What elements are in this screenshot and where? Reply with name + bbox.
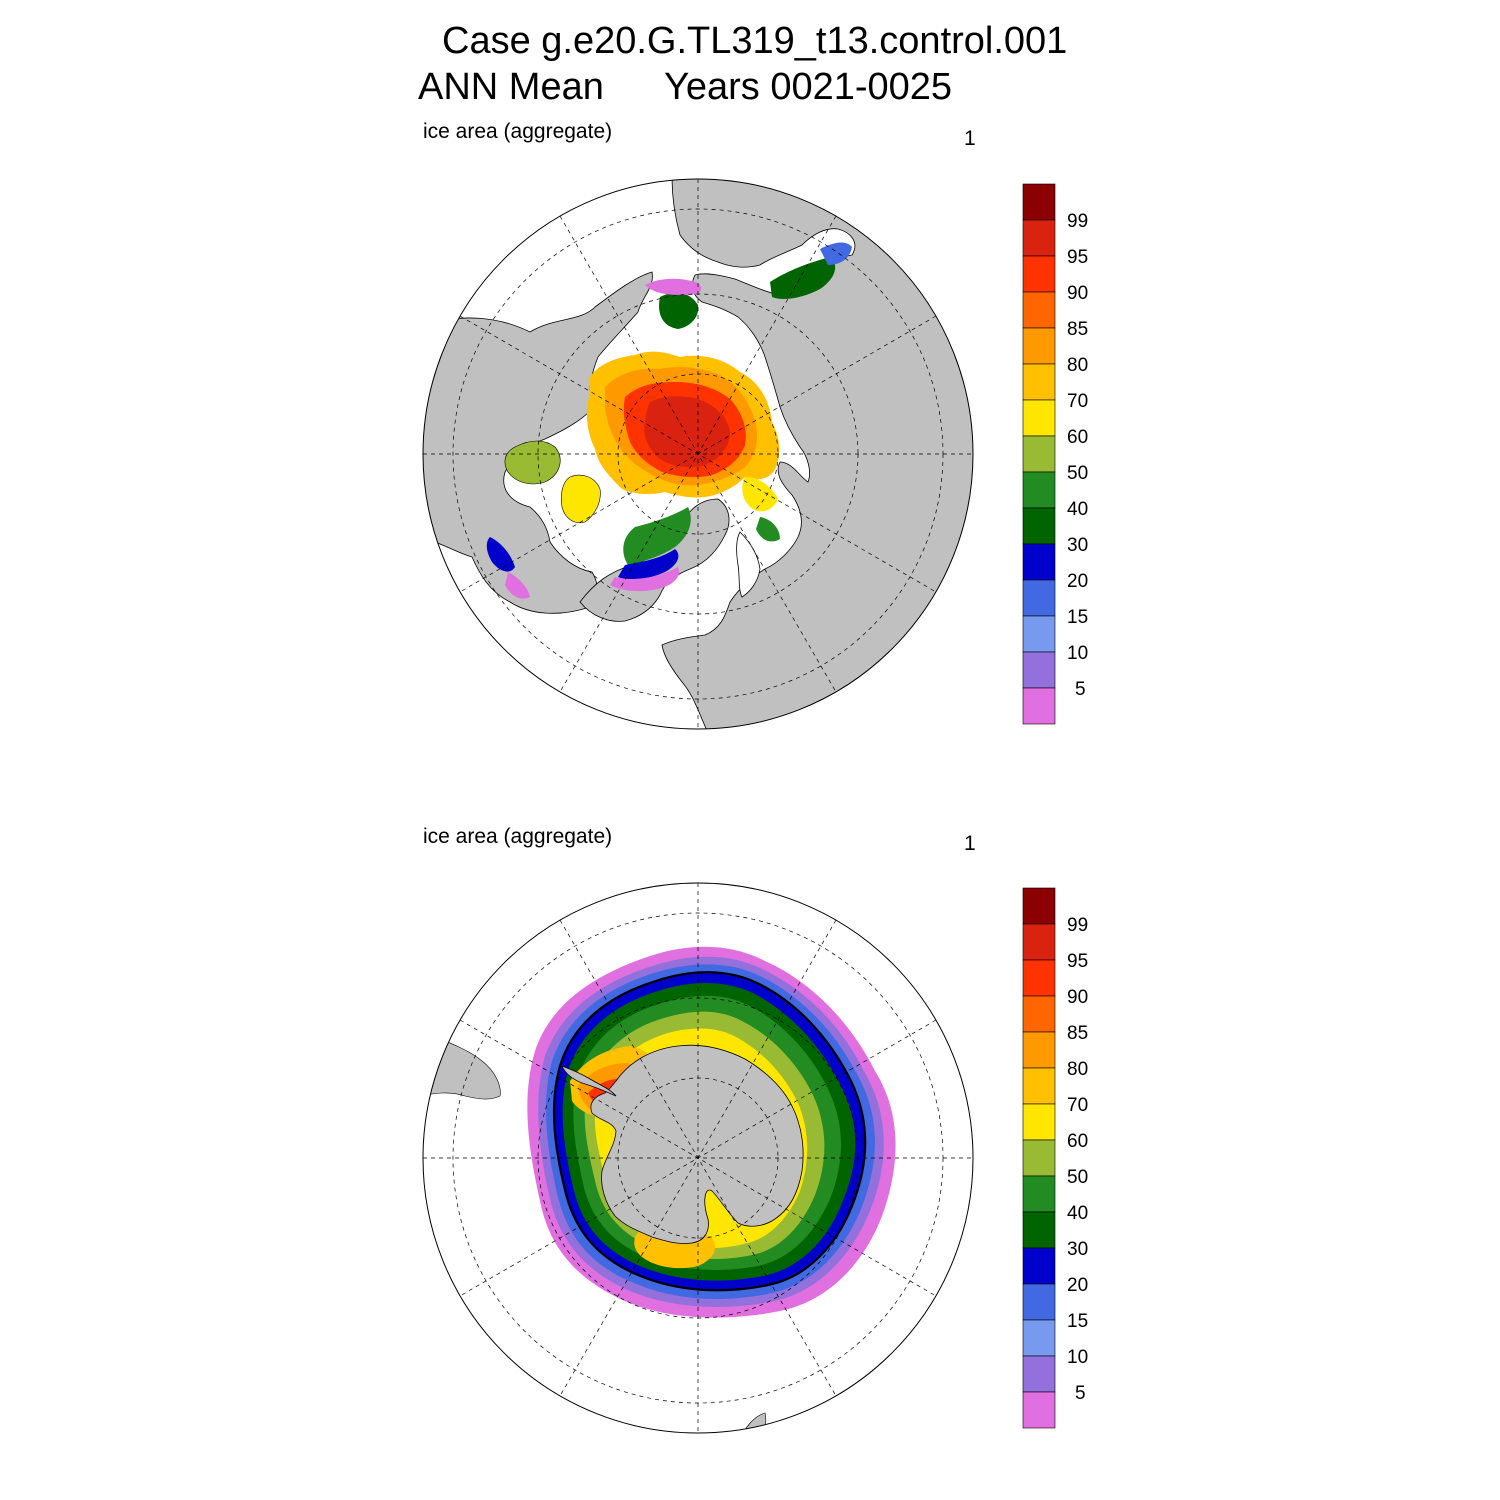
sh-colorbar-swatch xyxy=(1022,1247,1056,1285)
sh-colorbar-swatches xyxy=(1022,887,1056,1429)
years-title: Years 0021-0025 xyxy=(664,66,953,108)
sh-colorbar-swatch xyxy=(1022,1319,1056,1357)
sh-colorbar-labels: 99 95 90 85 80 70 60 50 40 30 20 15 10 5 xyxy=(1067,915,1088,1404)
sh-colorbar-label: 80 xyxy=(1067,1059,1088,1080)
nh-colorbar-swatch xyxy=(1022,291,1056,329)
sh-antarctica xyxy=(590,1044,804,1244)
nh-colorbar-swatches xyxy=(1022,183,1056,725)
nh-colorbar-label: 95 xyxy=(1067,247,1088,268)
sh-colorbar-swatch xyxy=(1022,1355,1056,1393)
sh-colorbar-label: 40 xyxy=(1067,1203,1088,1224)
sh-colorbar-swatch xyxy=(1022,1211,1056,1249)
nh-colorbar-swatch xyxy=(1022,651,1056,689)
sh-colorbar-swatch xyxy=(1022,1067,1056,1105)
nh-colorbar-swatch xyxy=(1022,183,1056,221)
nh-colorbar-label: 50 xyxy=(1067,463,1088,484)
sh-colorbar-swatch xyxy=(1022,1031,1056,1069)
sh-polar-map xyxy=(422,882,974,1434)
nh-colorbar-swatch xyxy=(1022,579,1056,617)
nh-colorbar-swatch xyxy=(1022,363,1056,401)
nh-colorbar-label: 10 xyxy=(1067,643,1088,664)
nh-colorbar-label: 80 xyxy=(1067,355,1088,376)
nh-colorbar-label: 15 xyxy=(1067,607,1088,628)
sh-colorbar-label: 95 xyxy=(1067,951,1088,972)
nh-colorbar-labels: 99 95 90 85 80 70 60 50 40 30 20 15 10 5 xyxy=(1067,211,1088,700)
sh-colorbar-label: 30 xyxy=(1067,1239,1088,1260)
period-title: ANN Mean xyxy=(418,66,604,108)
nh-colorbar-label: 99 xyxy=(1067,211,1088,232)
nh-colorbar-swatch xyxy=(1022,435,1056,473)
sh-colorbar-label: 10 xyxy=(1067,1347,1088,1368)
sh-panel-number: 1 xyxy=(964,832,976,855)
sh-colorbar-label: 70 xyxy=(1067,1095,1088,1116)
sh-ice-edge-contour xyxy=(552,971,867,1292)
nh-colorbar-label: 40 xyxy=(1067,499,1088,520)
nh-colorbar-label: 60 xyxy=(1067,427,1088,448)
sh-colorbar-label: 20 xyxy=(1067,1275,1088,1296)
nh-colorbar-label: 70 xyxy=(1067,391,1088,412)
sh-colorbar: 99 95 90 85 80 70 60 50 40 30 20 15 10 5 xyxy=(1022,887,1088,1429)
nh-colorbar-swatch xyxy=(1022,399,1056,437)
sh-colorbar-swatch xyxy=(1022,1139,1056,1177)
sh-colorbar-swatch xyxy=(1022,995,1056,1033)
nh-sea-ice xyxy=(486,242,852,599)
nh-colorbar-label: 90 xyxy=(1067,283,1088,304)
sh-colorbar-swatch xyxy=(1022,1391,1056,1429)
nh-colorbar-swatch xyxy=(1022,543,1056,581)
sh-colorbar-label: 5 xyxy=(1075,1383,1086,1404)
sh-colorbar-swatch xyxy=(1022,959,1056,997)
nh-colorbar-swatch xyxy=(1022,471,1056,509)
nh-colorbar-swatch xyxy=(1022,219,1056,257)
case-title: Case g.e20.G.TL319_t13.control.001 xyxy=(442,20,1068,62)
sh-colorbar-swatch xyxy=(1022,1103,1056,1141)
nh-colorbar-label: 30 xyxy=(1067,535,1088,556)
nh-colorbar-swatch xyxy=(1022,255,1056,293)
nh-panel-label: ice area (aggregate) xyxy=(423,120,613,143)
sh-colorbar-label: 90 xyxy=(1067,987,1088,1008)
sh-colorbar-label: 85 xyxy=(1067,1023,1088,1044)
sh-colorbar-label: 15 xyxy=(1067,1311,1088,1332)
nh-colorbar-swatch xyxy=(1022,615,1056,653)
sh-colorbar-swatch xyxy=(1022,887,1056,925)
sh-colorbar-label: 50 xyxy=(1067,1167,1088,1188)
sh-colorbar-label: 60 xyxy=(1067,1131,1088,1152)
sh-antarctic-peninsula xyxy=(561,1065,617,1097)
nh-colorbar-label: 5 xyxy=(1075,679,1086,700)
sh-colorbar-label: 99 xyxy=(1067,915,1088,936)
nh-colorbar: 99 95 90 85 80 70 60 50 40 30 20 15 10 5 xyxy=(1022,183,1088,725)
nh-colorbar-swatch xyxy=(1022,327,1056,365)
nh-colorbar-swatch xyxy=(1022,507,1056,545)
nh-polar-map xyxy=(422,178,974,730)
nh-graticule xyxy=(423,179,973,729)
sh-colorbar-swatch xyxy=(1022,1283,1056,1321)
sh-graticule xyxy=(423,883,973,1433)
sh-colorbar-swatch xyxy=(1022,1175,1056,1213)
nh-colorbar-label: 85 xyxy=(1067,319,1088,340)
sh-colorbar-swatch xyxy=(1022,923,1056,961)
sh-panel-label: ice area (aggregate) xyxy=(423,825,613,848)
nh-colorbar-label: 20 xyxy=(1067,571,1088,592)
nh-colorbar-swatch xyxy=(1022,687,1056,725)
nh-panel-number: 1 xyxy=(964,127,976,150)
